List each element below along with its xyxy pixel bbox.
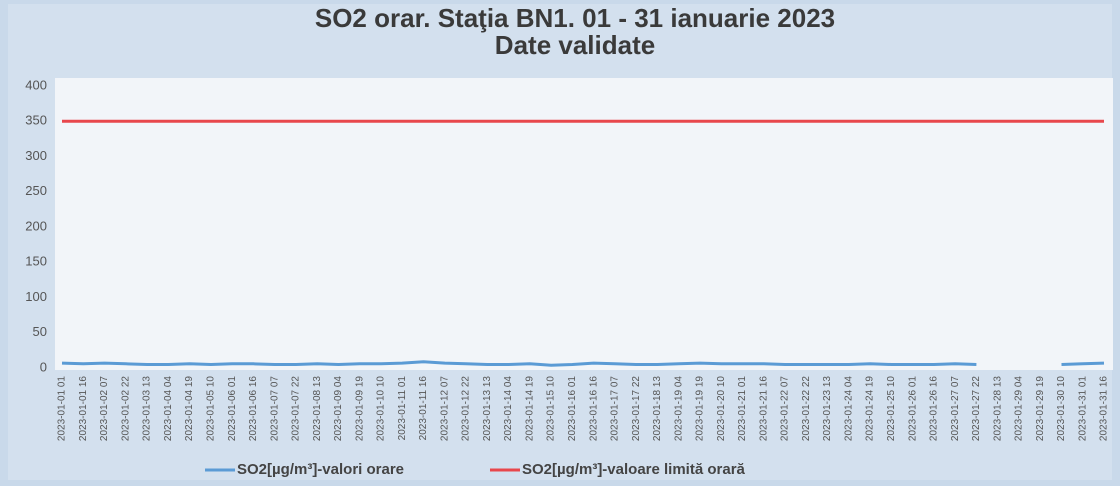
- x-tick-label: 2023-01-17 07: [610, 376, 621, 441]
- x-tick-label: 2023-01-12 07: [439, 376, 450, 441]
- x-tick-label: 2023-01-24 19: [865, 376, 876, 441]
- x-tick-label: 2023-01-11 01: [397, 376, 408, 441]
- chart-subtitle: Date validate: [495, 30, 655, 60]
- y-tick-label: 400: [25, 77, 47, 92]
- x-tick-label: 2023-01-04 04: [163, 376, 174, 441]
- x-tick-label: 2023-01-12 22: [461, 376, 472, 441]
- x-tick-label: 2023-01-30 10: [1056, 376, 1067, 441]
- x-tick-label: 2023-01-06 16: [248, 376, 259, 441]
- legend-label: SO2[µg/m³]-valori orare: [237, 461, 404, 478]
- x-tick-label: 2023-01-22 07: [780, 376, 791, 441]
- y-tick-label: 200: [25, 218, 47, 233]
- y-tick-label: 100: [25, 289, 47, 304]
- x-tick-label: 2023-01-25 10: [886, 376, 897, 441]
- chart-title: SO2 orar. Staţia BN1. 01 - 31 ianuarie 2…: [315, 3, 835, 33]
- x-tick-label: 2023-01-01 16: [78, 376, 89, 441]
- x-tick-label: 2023-01-31 16: [1099, 376, 1110, 441]
- x-tick-label: 2023-01-15 10: [546, 376, 557, 441]
- x-tick-label: 2023-01-19 04: [673, 376, 684, 441]
- x-tick-label: 2023-01-06 01: [227, 376, 238, 441]
- x-tick-label: 2023-01-26 01: [907, 376, 918, 441]
- x-tick-label: 2023-01-01 01: [57, 376, 68, 441]
- x-tick-label: 2023-01-07 22: [291, 376, 302, 441]
- x-tick-label: 2023-01-05 10: [205, 376, 216, 441]
- x-tick-label: 2023-01-14 04: [503, 376, 514, 441]
- x-tick-label: 2023-01-10 10: [376, 376, 387, 441]
- x-tick-label: 2023-01-20 10: [716, 376, 727, 441]
- x-tick-label: 2023-01-17 22: [631, 376, 642, 441]
- y-tick-label: 350: [25, 113, 47, 128]
- x-tick-label: 2023-01-16 01: [567, 376, 578, 441]
- x-tick-label: 2023-01-21 01: [737, 376, 748, 441]
- y-tick-label: 0: [40, 359, 47, 374]
- x-tick-label: 2023-01-08 13: [312, 376, 323, 441]
- x-tick-label: 2023-01-29 19: [1035, 376, 1046, 441]
- y-tick-label: 250: [25, 183, 47, 198]
- x-tick-label: 2023-01-13 13: [482, 376, 493, 441]
- x-tick-label: 2023-01-24 04: [843, 376, 854, 441]
- x-tick-label: 2023-01-14 19: [524, 376, 535, 441]
- x-tick-label: 2023-01-16 16: [588, 376, 599, 441]
- y-tick-label: 300: [25, 148, 47, 163]
- x-tick-label: 2023-01-22 22: [801, 376, 812, 441]
- x-tick-label: 2023-01-27 07: [950, 376, 961, 441]
- x-tick-label: 2023-01-11 16: [418, 376, 429, 441]
- x-tick-label: 2023-01-09 19: [354, 376, 365, 441]
- x-tick-label: 2023-01-27 22: [971, 376, 982, 441]
- x-tick-label: 2023-01-28 13: [992, 376, 1003, 441]
- plot-area: [55, 78, 1113, 370]
- x-tick-label: 2023-01-07 07: [269, 376, 280, 441]
- x-tick-label: 2023-01-02 07: [99, 376, 110, 441]
- legend-label: SO2[µg/m³]-valoare limită orară: [522, 461, 746, 478]
- y-tick-label: 50: [33, 324, 47, 339]
- x-tick-label: 2023-01-26 16: [929, 376, 940, 441]
- x-tick-label: 2023-01-19 19: [695, 376, 706, 441]
- x-tick-label: 2023-01-21 16: [758, 376, 769, 441]
- series-line: [61, 360, 1105, 367]
- x-tick-label: 2023-01-31 01: [1077, 376, 1088, 441]
- x-tick-label: 2023-01-03 13: [142, 376, 153, 441]
- x-tick-label: 2023-01-29 04: [1014, 376, 1025, 441]
- x-tick-label: 2023-01-02 22: [120, 376, 131, 441]
- x-tick-label: 2023-01-09 04: [333, 376, 344, 441]
- x-tick-label: 2023-01-18 13: [652, 376, 663, 441]
- x-tick-label: 2023-01-04 19: [184, 376, 195, 441]
- y-tick-label: 150: [25, 254, 47, 269]
- x-tick-label: 2023-01-23 13: [822, 376, 833, 441]
